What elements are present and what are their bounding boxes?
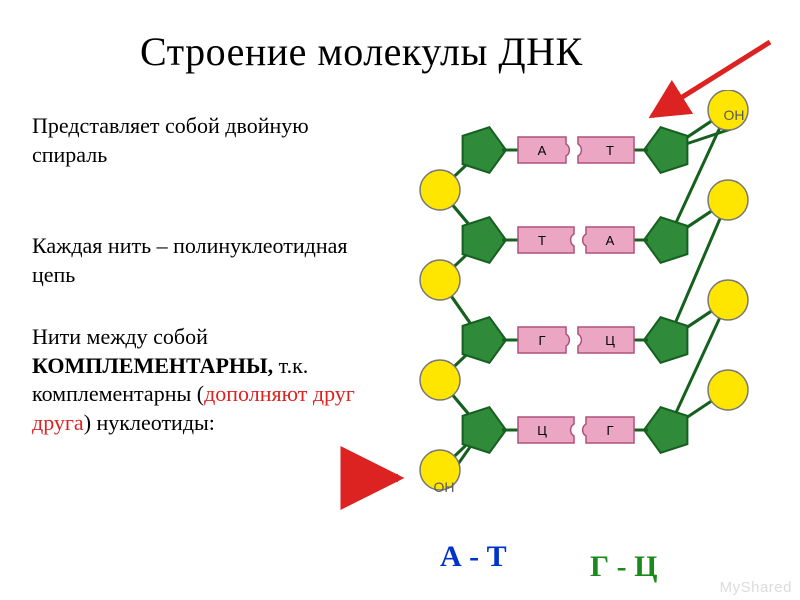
svg-text:Ц: Ц	[537, 423, 547, 438]
svg-text:Г: Г	[606, 423, 613, 438]
svg-text:OH: OH	[724, 107, 745, 123]
svg-text:А: А	[606, 233, 615, 248]
svg-text:Т: Т	[538, 233, 546, 248]
paragraph-strand: Каждая нить – полинуклеотидная цепь	[32, 232, 362, 289]
pair-label-gc: Г - Ц	[590, 550, 657, 584]
watermark: MyShared	[720, 579, 792, 596]
svg-text:Т: Т	[606, 143, 614, 158]
page-title: Строение молекулы ДНК	[140, 28, 583, 75]
svg-text:OH: OH	[434, 479, 455, 495]
p3-text-a: Нити между собой	[32, 324, 208, 349]
svg-text:Г: Г	[538, 333, 545, 348]
p3-text-d: ) нуклеотиды:	[84, 410, 215, 435]
paragraph-complementary: Нити между собой КОМПЛЕМЕНТАРНЫ, т.к. ко…	[32, 323, 372, 437]
svg-text:А: А	[538, 143, 547, 158]
pair-label-at: А - Т	[440, 540, 507, 574]
p3-bold: КОМПЛЕМЕНТАРНЫ,	[32, 353, 273, 378]
dna-diagram: А Т Т А Г Ц Ц Г OH OH	[390, 90, 770, 520]
svg-text:Ц: Ц	[605, 333, 615, 348]
paragraph-intro: Представляет собой двойную спираль	[32, 112, 362, 169]
